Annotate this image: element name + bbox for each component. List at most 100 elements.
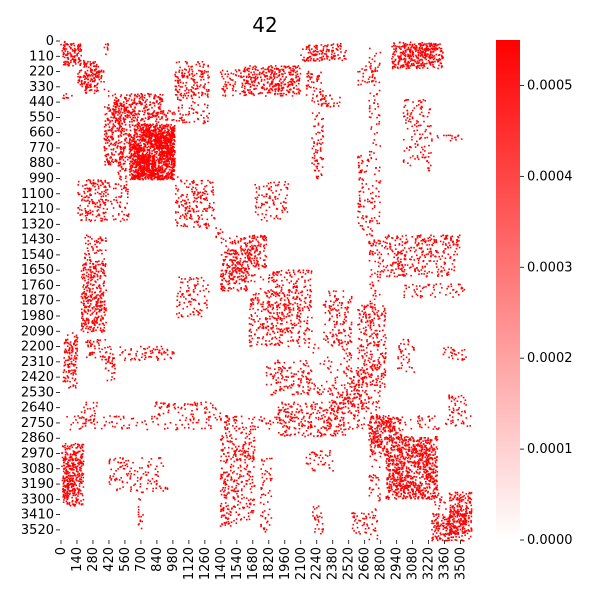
heatmap-cell bbox=[248, 251, 251, 254]
heatmap-cell bbox=[361, 79, 364, 82]
heatmap-cell bbox=[271, 308, 274, 311]
heatmap-cell bbox=[280, 288, 283, 291]
heatmap-cell bbox=[212, 191, 214, 194]
heatmap-cell bbox=[111, 376, 113, 378]
heatmap-cell bbox=[141, 157, 143, 160]
heatmap-cell bbox=[134, 178, 136, 181]
heatmap-cell bbox=[186, 193, 188, 196]
heatmap-cell bbox=[336, 335, 338, 337]
heatmap-cell bbox=[131, 124, 134, 126]
heatmap-cell bbox=[283, 309, 286, 311]
heatmap-cell bbox=[286, 370, 289, 372]
heatmap-cell bbox=[106, 47, 109, 50]
heatmap-cell bbox=[360, 344, 363, 346]
heatmap-cell bbox=[77, 52, 80, 54]
heatmap-cell bbox=[297, 342, 300, 344]
heatmap-cell bbox=[247, 248, 250, 251]
heatmap-cell bbox=[155, 112, 157, 115]
heatmap-cell bbox=[307, 307, 310, 309]
heatmap-cell bbox=[321, 50, 323, 53]
heatmap-cell bbox=[364, 359, 366, 361]
heatmap-cell bbox=[166, 140, 168, 142]
heatmap-cell bbox=[275, 343, 277, 345]
heatmap-cells bbox=[60, 40, 473, 542]
heatmap-cell bbox=[334, 296, 336, 298]
heatmap-cell bbox=[170, 144, 173, 147]
heatmap-cell bbox=[78, 80, 81, 82]
heatmap-cell bbox=[256, 248, 258, 251]
heatmap-cell bbox=[182, 82, 184, 84]
heatmap-cell bbox=[301, 309, 304, 311]
heatmap-cell bbox=[262, 327, 264, 329]
heatmap-cell bbox=[371, 70, 373, 72]
heatmap-cell bbox=[85, 77, 88, 80]
heatmap-cell bbox=[132, 166, 134, 168]
heatmap-cell bbox=[309, 278, 312, 281]
heatmap-cell bbox=[158, 169, 161, 171]
heatmap-cell bbox=[145, 125, 148, 128]
heatmap-cell bbox=[303, 370, 305, 372]
heatmap-cell bbox=[221, 287, 223, 289]
heatmap-cell bbox=[93, 345, 96, 347]
heatmap-cell bbox=[62, 44, 65, 46]
heatmap-cell bbox=[432, 56, 434, 58]
heatmap-cell bbox=[172, 134, 174, 137]
heatmap-cell bbox=[162, 152, 165, 154]
heatmap-cell bbox=[295, 416, 297, 419]
heatmap-cell bbox=[131, 140, 133, 143]
heatmap-cell bbox=[241, 263, 244, 266]
heatmap-cell bbox=[89, 179, 91, 182]
heatmap-cell bbox=[241, 76, 243, 79]
heatmap-cell bbox=[120, 178, 122, 181]
heatmap-cell bbox=[265, 340, 267, 342]
heatmap-cell bbox=[270, 65, 272, 67]
heatmap-cell bbox=[369, 381, 372, 384]
heatmap-cell bbox=[105, 53, 107, 56]
heatmap-cell bbox=[156, 138, 159, 141]
heatmap-cell bbox=[152, 102, 154, 104]
heatmap-cell bbox=[131, 174, 134, 176]
heatmap-cell bbox=[133, 115, 136, 117]
heatmap-cell bbox=[316, 78, 318, 80]
heatmap-cell bbox=[158, 147, 160, 149]
heatmap-cell bbox=[350, 332, 352, 334]
heatmap-cell bbox=[277, 366, 280, 369]
heatmap-cell bbox=[159, 144, 161, 146]
heatmap-cell bbox=[208, 205, 211, 207]
heatmap-cell bbox=[280, 388, 282, 390]
heatmap-cell bbox=[87, 210, 90, 213]
heatmap-cell bbox=[94, 79, 96, 81]
heatmap-cell bbox=[152, 164, 154, 167]
heatmap-cell bbox=[236, 252, 239, 254]
heatmap-cell bbox=[108, 162, 110, 165]
heatmap-cell bbox=[303, 59, 306, 61]
heatmap-cell bbox=[76, 340, 79, 343]
heatmap-cell bbox=[185, 92, 188, 94]
heatmap-cell bbox=[93, 240, 96, 243]
heatmap-cell bbox=[149, 171, 152, 174]
heatmap-cell bbox=[117, 120, 119, 122]
heatmap-cell bbox=[268, 291, 271, 293]
heatmap-cell bbox=[142, 172, 144, 175]
heatmap-cell bbox=[310, 300, 312, 302]
heatmap-cell bbox=[101, 260, 104, 263]
heatmap-cell bbox=[83, 417, 85, 419]
heatmap-cell bbox=[158, 149, 160, 152]
heatmap-cell bbox=[169, 175, 172, 178]
heatmap-cell bbox=[101, 181, 103, 184]
heatmap-cell bbox=[168, 141, 171, 144]
heatmap-cell bbox=[166, 141, 168, 143]
heatmap-cell bbox=[107, 346, 109, 349]
heatmap-cell bbox=[265, 239, 267, 241]
heatmap-cell bbox=[161, 112, 164, 115]
heatmap-cell bbox=[417, 58, 420, 60]
heatmap-cell bbox=[299, 316, 301, 319]
heatmap-cell bbox=[249, 260, 252, 262]
heatmap-cell bbox=[336, 310, 338, 312]
heatmap-cell bbox=[141, 126, 144, 129]
heatmap-cell bbox=[90, 188, 92, 190]
heatmap-cell bbox=[171, 143, 174, 145]
heatmap-cell bbox=[357, 347, 359, 350]
heatmap-cell bbox=[283, 304, 286, 306]
heatmap-cell bbox=[276, 319, 278, 322]
